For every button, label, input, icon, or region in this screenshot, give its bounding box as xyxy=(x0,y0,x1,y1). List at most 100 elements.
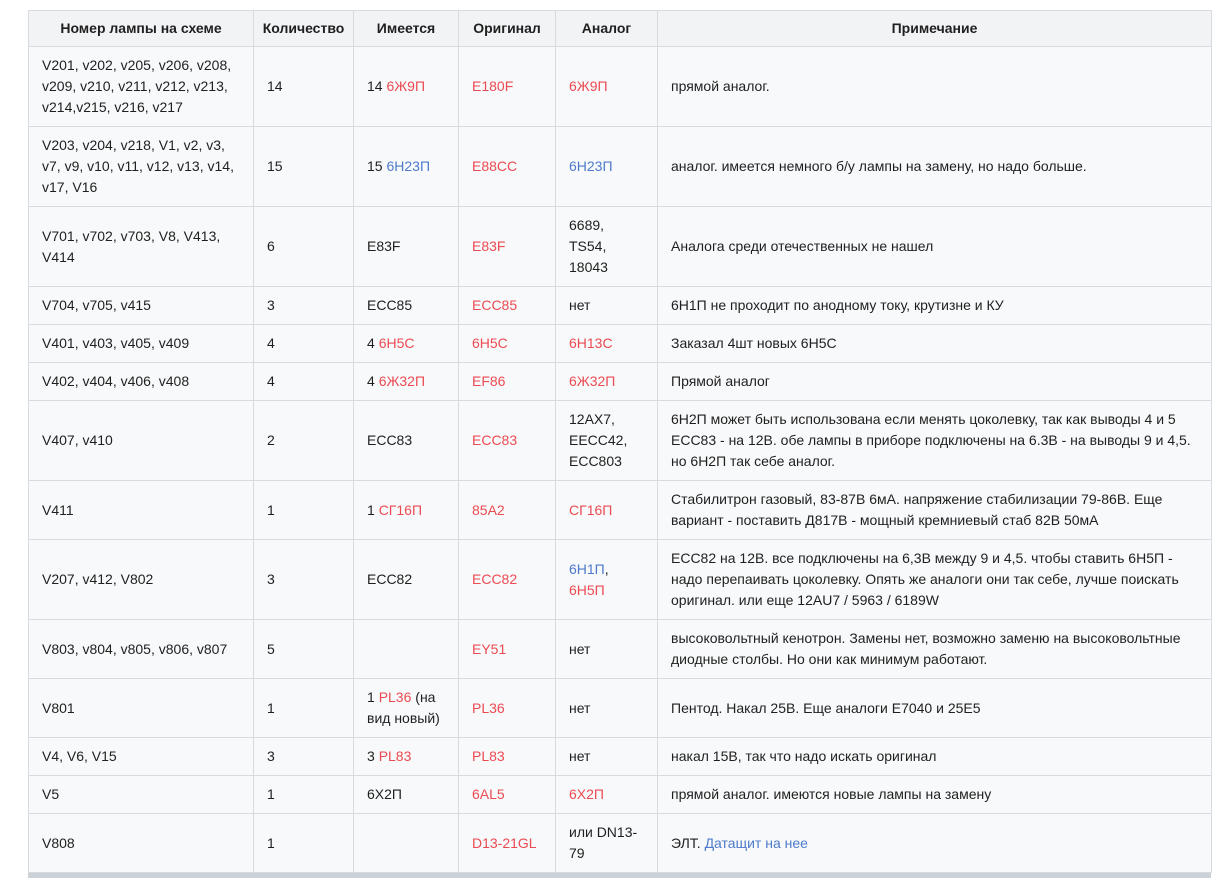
table-row: V80111 PL36 (на вид новый)PL36нетПентод.… xyxy=(29,679,1212,738)
cell-text: 5 xyxy=(267,641,275,657)
cell-quantity: 5 xyxy=(254,620,354,679)
cell-quantity: 4 xyxy=(254,325,354,363)
tube-link[interactable]: PL36 xyxy=(472,700,505,716)
cell-text: 4 xyxy=(367,335,379,351)
tube-link[interactable]: СГ16П xyxy=(379,502,422,518)
tube-link[interactable]: 6Н5С xyxy=(379,335,415,351)
tube-link[interactable]: 6Н1П xyxy=(569,561,605,577)
cell-original: D13-21GL xyxy=(459,814,556,873)
cell-text: V411 xyxy=(42,502,74,518)
cell-lamp-numbers: V203, v204, v218, V1, v2, v3, v7, v9, v1… xyxy=(29,127,254,207)
cell-quantity: 15 xyxy=(254,127,354,207)
tube-link[interactable]: 6Ж9П xyxy=(569,78,608,94)
column-header-original: Оригинал xyxy=(459,11,556,47)
tube-link[interactable]: E88CC xyxy=(472,158,517,174)
cell-note: Аналога среди отечественных не нашел xyxy=(658,207,1212,287)
tube-link[interactable]: 6Н5С xyxy=(472,335,508,351)
cell-analog: 12AX7, EECC42, ECC803 xyxy=(556,401,658,481)
cell-in-stock: ECC85 xyxy=(354,287,459,325)
tube-link[interactable]: EF86 xyxy=(472,373,505,389)
datasheet-link[interactable]: Датащит на нее xyxy=(705,835,808,851)
table-row: V5 1 6Х2П 6AL5 6Х2П прямой аналог. имеются но… xyxy=(29,776,1212,814)
tube-link[interactable]: 6Ж32П xyxy=(569,373,615,389)
tube-link[interactable]: D13-21GL xyxy=(472,835,537,851)
cell-in-stock: ECC82 xyxy=(354,540,459,620)
cell-lamp-numbers: V402, v404, v406, v408 xyxy=(29,363,254,401)
tube-link[interactable]: 6Н13С xyxy=(569,335,613,351)
tube-link[interactable]: 6Ж9П xyxy=(386,78,425,94)
cell-in-stock: 14 6Ж9П xyxy=(354,47,459,127)
cell-note: прямой аналог. имеются новые лампы на за… xyxy=(658,776,1212,814)
cell-text: , xyxy=(605,561,609,577)
cell-text: Аналога среди отечественных не нашел xyxy=(671,238,933,254)
tube-link[interactable]: EY51 xyxy=(472,641,506,657)
tube-link[interactable]: ECC83 xyxy=(472,432,517,448)
cell-text: V402, v404, v406, v408 xyxy=(42,373,189,389)
tube-link[interactable]: ECC82 xyxy=(472,571,517,587)
cell-quantity: 3 xyxy=(254,738,354,776)
table-row: V4, V6, V1533 PL83PL83нетнакал 15В, так … xyxy=(29,738,1212,776)
table-row: V803, v804, v805, v806, v8075EY51нетвысо… xyxy=(29,620,1212,679)
table-row: V401, v403, v405, v40944 6Н5С6Н5С6Н13СЗа… xyxy=(29,325,1212,363)
tube-link[interactable]: PL36 xyxy=(379,689,412,705)
tube-link[interactable]: 6Ж32П xyxy=(379,373,425,389)
tube-link[interactable]: PL83 xyxy=(472,748,505,764)
cell-text: V5 xyxy=(42,786,59,802)
tube-link[interactable]: 6Х2П xyxy=(569,786,604,802)
cell-analog: 6Х2П xyxy=(556,776,658,814)
cell-text: ECC82 на 12В. все подключены на 6,3В меж… xyxy=(671,550,1179,608)
table-row: V8081D13-21GLили DN13-79ЭЛТ. Датащит на … xyxy=(29,814,1212,873)
cell-text: 4 xyxy=(267,335,275,351)
tube-link[interactable]: E180F xyxy=(472,78,513,94)
cell-in-stock xyxy=(354,620,459,679)
tube-link[interactable]: 6Н23П xyxy=(386,158,430,174)
cell-text: ECC82 xyxy=(367,571,412,587)
cell-text: 1 xyxy=(267,700,275,716)
cell-text: нет xyxy=(569,748,590,764)
cell-text: 15 xyxy=(267,158,283,174)
tube-link[interactable]: E83F xyxy=(472,238,505,254)
cell-text: 1 xyxy=(367,502,379,518)
cell-original: ECC82 xyxy=(459,540,556,620)
cell-original: 85A2 xyxy=(459,481,556,540)
tube-link[interactable]: 6Н5П xyxy=(569,582,605,598)
cell-analog: 6Ж9П xyxy=(556,47,658,127)
cell-lamp-numbers: V407, v410 xyxy=(29,401,254,481)
cell-analog: нет xyxy=(556,679,658,738)
cell-text: 15 xyxy=(367,158,386,174)
tube-link[interactable]: 6Н23П xyxy=(569,158,613,174)
cell-text: V407, v410 xyxy=(42,432,113,448)
cell-analog: СГ16П xyxy=(556,481,658,540)
cell-text: нет xyxy=(569,700,590,716)
cell-quantity: 3 xyxy=(254,287,354,325)
cell-text: 6Н2П может быть использована если менять… xyxy=(671,411,1191,469)
cell-text: или DN13-79 xyxy=(569,824,637,861)
tube-link[interactable]: PL83 xyxy=(379,748,412,764)
tube-link[interactable]: СГ16П xyxy=(569,502,612,518)
cell-note: Пентод. Накал 25В. Еще аналоги E7040 и 2… xyxy=(658,679,1212,738)
cell-note: 6Н2П может быть использована если менять… xyxy=(658,401,1212,481)
cell-text: V203, v204, v218, V1, v2, v3, v7, v9, v1… xyxy=(42,137,234,195)
cell-analog: 6689, TS54, 18043 xyxy=(556,207,658,287)
cell-original: E180F xyxy=(459,47,556,127)
cell-quantity: 14 xyxy=(254,47,354,127)
tube-link[interactable]: ECC85 xyxy=(472,297,517,313)
cell-text: 14 xyxy=(367,78,386,94)
tube-table-container: Номер лампы на схемеКоличествоИмеетсяОри… xyxy=(28,10,1211,878)
cell-quantity: 6 xyxy=(254,207,354,287)
cell-analog: 6Н1П, 6Н5П xyxy=(556,540,658,620)
cell-lamp-numbers: V4, V6, V15 xyxy=(29,738,254,776)
cell-original: E83F xyxy=(459,207,556,287)
cell-text: прямой аналог. xyxy=(671,78,770,94)
cell-text: 6Х2П xyxy=(367,786,402,802)
tube-link[interactable]: 85A2 xyxy=(472,502,505,518)
cell-text: V801 xyxy=(42,700,75,716)
cell-note: прямой аналог. xyxy=(658,47,1212,127)
cell-text: 14 xyxy=(267,78,283,94)
cell-text: 6Н1П не проходит по анодному току, крути… xyxy=(671,297,1004,313)
cell-quantity: 2 xyxy=(254,401,354,481)
cell-text: V803, v804, v805, v806, v807 xyxy=(42,641,227,657)
cell-text: Прямой аналог xyxy=(671,373,770,389)
tube-link[interactable]: 6AL5 xyxy=(472,786,505,802)
cell-text: 1 xyxy=(267,786,275,802)
